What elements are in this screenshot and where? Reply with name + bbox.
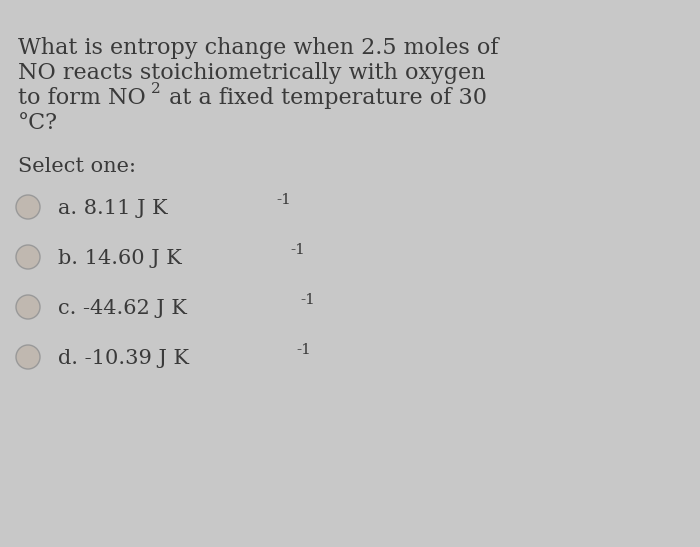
Text: -1: -1 bbox=[290, 243, 305, 257]
Text: °C?: °C? bbox=[18, 112, 58, 134]
Text: d. -10.39 J K: d. -10.39 J K bbox=[58, 349, 189, 368]
Text: Select one:: Select one: bbox=[18, 157, 136, 176]
Text: NO reacts stoichiometrically with oxygen: NO reacts stoichiometrically with oxygen bbox=[18, 62, 485, 84]
Text: at a fixed temperature of 30: at a fixed temperature of 30 bbox=[162, 87, 487, 109]
Circle shape bbox=[16, 295, 40, 319]
Text: -1: -1 bbox=[276, 193, 291, 207]
Text: to form NO: to form NO bbox=[18, 87, 146, 109]
Text: c. -44.62 J K: c. -44.62 J K bbox=[58, 299, 187, 318]
Text: b. 14.60 J K: b. 14.60 J K bbox=[58, 249, 182, 268]
Text: -1: -1 bbox=[300, 293, 315, 307]
Text: a. 8.11 J K: a. 8.11 J K bbox=[58, 199, 167, 218]
Circle shape bbox=[16, 345, 40, 369]
Circle shape bbox=[16, 195, 40, 219]
Circle shape bbox=[16, 245, 40, 269]
Text: -1: -1 bbox=[296, 343, 311, 357]
Text: What is entropy change when 2.5 moles of: What is entropy change when 2.5 moles of bbox=[18, 37, 498, 59]
Text: 2: 2 bbox=[151, 82, 161, 96]
